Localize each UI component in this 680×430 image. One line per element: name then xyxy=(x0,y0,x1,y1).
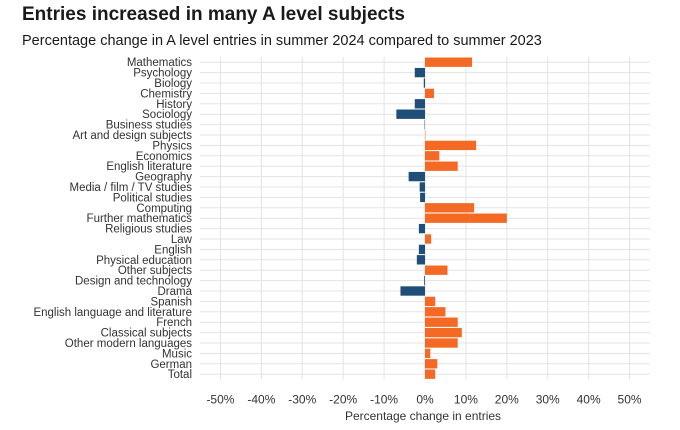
category-label: Physics xyxy=(152,140,192,152)
bar xyxy=(414,67,425,78)
category-label: History xyxy=(156,99,192,111)
x-tick-label: -40% xyxy=(247,392,275,406)
category-label: Computing xyxy=(136,203,192,215)
category-label: Biology xyxy=(154,78,192,90)
category-label: Psychology xyxy=(133,68,192,80)
bar xyxy=(425,359,438,369)
x-axis-label: Percentage change in entries xyxy=(345,409,501,423)
bar xyxy=(425,317,458,327)
bar xyxy=(425,151,440,161)
bar xyxy=(424,275,425,286)
bar xyxy=(425,88,434,99)
bar xyxy=(414,99,425,109)
category-label: English literature xyxy=(106,161,192,173)
x-tick-label: 10% xyxy=(454,392,478,406)
bar xyxy=(425,296,436,307)
bar xyxy=(418,244,425,255)
category-label: Economics xyxy=(136,151,192,163)
bar xyxy=(396,109,425,119)
chart-subtitle: Percentage change in A level entries in … xyxy=(22,33,542,49)
category-label: Further mathematics xyxy=(87,213,193,225)
x-tick-labels: -50% -40% -30% -20% -10% 0% 10% 20% 30% 40% 50% xyxy=(206,392,641,406)
bar xyxy=(425,327,462,338)
bar xyxy=(425,348,431,359)
x-tick-label: -30% xyxy=(288,392,316,406)
category-label: Music xyxy=(162,348,192,360)
category-label: English xyxy=(154,244,192,256)
x-tick-label: 20% xyxy=(495,392,519,406)
bar xyxy=(419,182,425,192)
chart-title: Entries increased in many A level subjec… xyxy=(22,4,405,25)
x-tick-label: 30% xyxy=(536,392,560,406)
bar xyxy=(425,369,436,379)
category-label: Mathematics xyxy=(127,57,192,69)
category-label: Design and technology xyxy=(75,276,192,288)
x-tick-label: -50% xyxy=(206,392,234,406)
bar xyxy=(408,171,425,182)
category-label: Media / film / TV studies xyxy=(70,182,193,194)
x-tick-label: -10% xyxy=(370,392,398,406)
bar xyxy=(425,213,507,223)
bar xyxy=(425,140,477,151)
bar xyxy=(418,223,425,234)
category-label: Classical subjects xyxy=(101,328,193,340)
category-label: Art and design subjects xyxy=(72,130,192,142)
bar xyxy=(425,234,432,244)
bar xyxy=(425,161,458,171)
category-labels: MathematicsPsychologyBiologyChemistryHis… xyxy=(33,57,192,381)
category-label: Drama xyxy=(157,286,192,298)
bars xyxy=(396,57,507,379)
x-tick-label: -20% xyxy=(329,392,357,406)
category-label: Other subjects xyxy=(118,265,192,277)
category-label: Chemistry xyxy=(140,88,192,100)
category-label: Other modern languages xyxy=(65,338,192,350)
category-label: German xyxy=(150,359,192,371)
bar xyxy=(425,338,458,348)
bar xyxy=(420,192,425,203)
bar xyxy=(425,57,473,67)
category-label: Sociology xyxy=(142,109,192,121)
bar xyxy=(425,307,446,317)
category-label: Business studies xyxy=(106,120,193,132)
category-label: Total xyxy=(168,369,192,381)
bar xyxy=(400,286,425,296)
category-label: English language and literature xyxy=(33,307,192,319)
category-label: Political studies xyxy=(113,192,193,204)
category-label: Spanish xyxy=(150,296,192,308)
bar xyxy=(416,255,425,265)
bar xyxy=(425,265,448,275)
category-label: French xyxy=(156,317,192,329)
bar xyxy=(423,78,425,88)
x-tick-label: 40% xyxy=(577,392,601,406)
category-label: Law xyxy=(171,234,193,246)
bar xyxy=(425,203,475,213)
x-tick-label: 0% xyxy=(416,392,434,406)
x-tick-label: 50% xyxy=(618,392,642,406)
category-label: Religious studies xyxy=(105,224,192,236)
category-label: Geography xyxy=(135,172,192,184)
category-label: Physical education xyxy=(96,255,192,267)
